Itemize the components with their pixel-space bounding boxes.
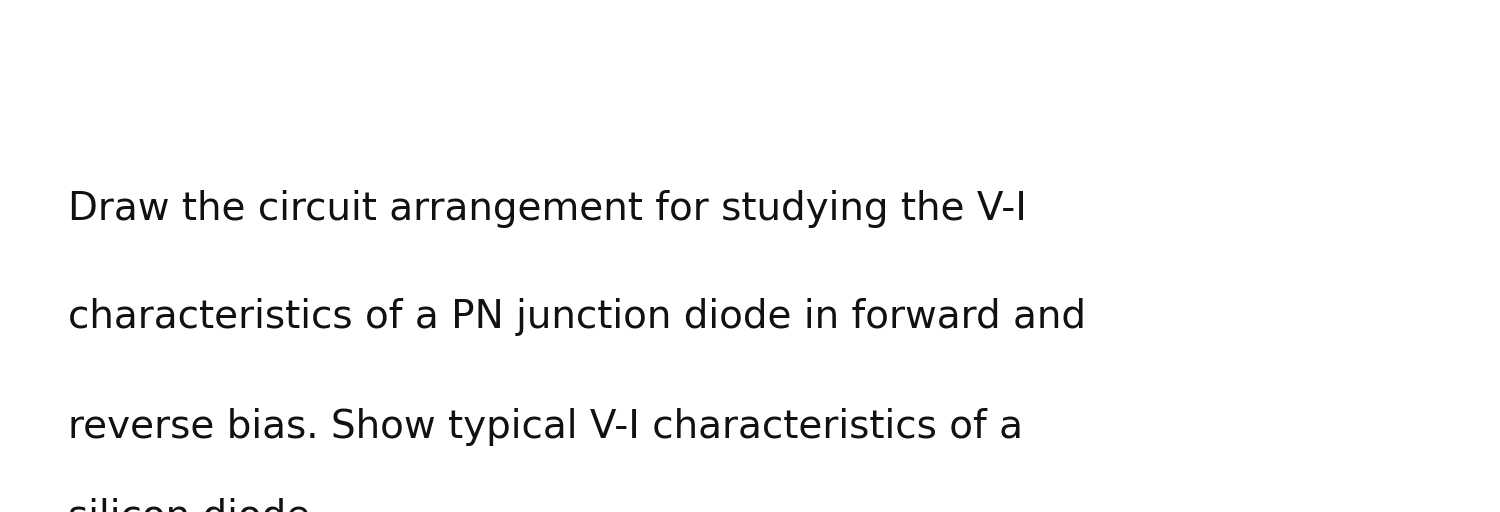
Text: characteristics of a PN junction diode in forward and: characteristics of a PN junction diode i… (68, 298, 1086, 336)
Text: reverse bias. Show typical V-I characteristics of a: reverse bias. Show typical V-I character… (68, 408, 1023, 446)
Text: silicon diode.: silicon diode. (68, 498, 322, 512)
Text: Draw the circuit arrangement for studying the V-I: Draw the circuit arrangement for studyin… (68, 190, 1026, 228)
